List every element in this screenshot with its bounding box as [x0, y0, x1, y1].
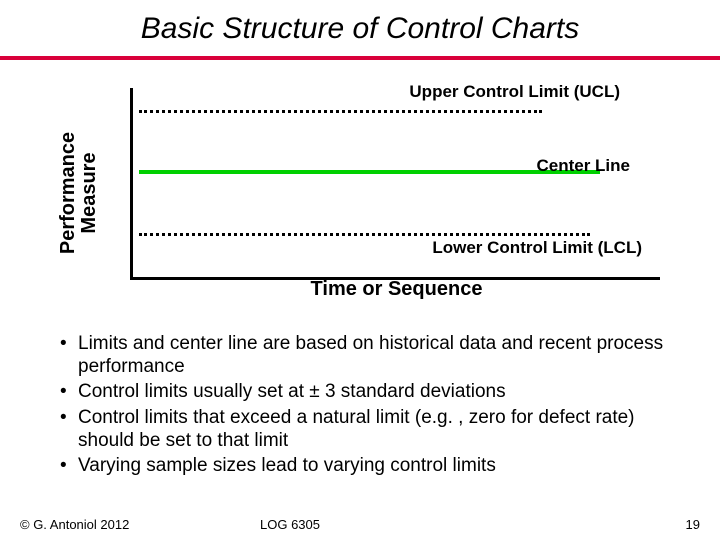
bullet-list: Limits and center line are based on hist… — [60, 332, 692, 477]
y-axis-label: Performance Measure — [58, 132, 100, 254]
center-label: Center Line — [536, 156, 630, 176]
copyright-text: © G. Antoniol 2012 — [20, 517, 129, 532]
course-code: LOG 6305 — [260, 517, 320, 532]
list-item: Varying sample sizes lead to varying con… — [60, 454, 692, 477]
title-rule — [0, 56, 720, 60]
ucl-line — [139, 110, 542, 113]
chart-axes: Upper Control Limit (UCL) Center Line Lo… — [130, 88, 660, 280]
control-chart-diagram: Performance Measure Upper Control Limit … — [70, 88, 680, 298]
slide-title: Basic Structure of Control Charts — [0, 0, 720, 56]
y-axis-label-line2: Measure — [79, 132, 100, 254]
lcl-line — [139, 233, 590, 236]
y-axis-label-line1: Performance — [57, 132, 79, 254]
ucl-label: Upper Control Limit (UCL) — [409, 82, 620, 102]
x-axis-label: Time or Sequence — [133, 278, 660, 301]
list-item: Control limits usually set at ± 3 standa… — [60, 380, 692, 403]
list-item: Limits and center line are based on hist… — [60, 332, 692, 378]
page-number: 19 — [686, 517, 700, 532]
lcl-label: Lower Control Limit (LCL) — [432, 238, 642, 258]
center-line — [139, 170, 600, 174]
list-item: Control limits that exceed a natural lim… — [60, 406, 692, 452]
